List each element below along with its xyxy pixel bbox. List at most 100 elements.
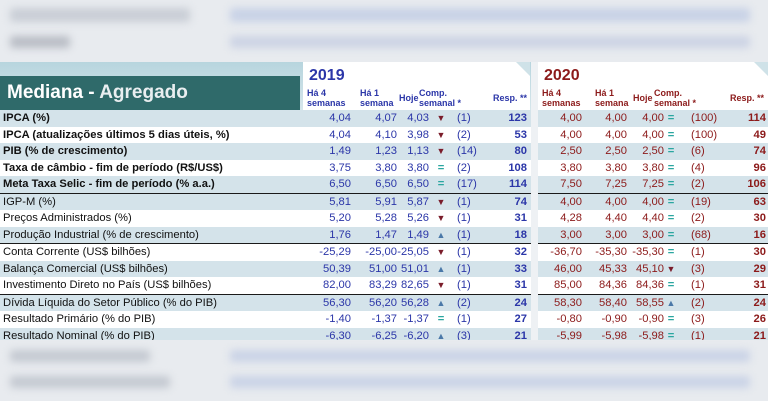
equal-icon: = — [667, 212, 675, 224]
comp-2019: (17) — [457, 178, 477, 190]
blur-smear — [230, 36, 750, 48]
corner-notch — [754, 62, 768, 76]
value-2020: 3,80 — [642, 161, 664, 174]
comp-2020: (2) — [691, 296, 705, 309]
blurred-background-bottom — [0, 340, 768, 401]
value-2019: 5,28 — [375, 212, 397, 224]
comp-2019: (1) — [457, 112, 471, 124]
comp-2019: (14) — [457, 145, 477, 157]
resp-2020: 74 — [753, 145, 766, 157]
table-row: Balança Comercial (US$ bilhões) 50,39 51,0… — [0, 260, 768, 277]
title-sub: Agregado — [99, 82, 188, 103]
blur-smear — [10, 36, 70, 48]
value-2019: 1,76 — [329, 228, 351, 241]
col-comp-line1: Comp. — [654, 88, 682, 98]
value-2019: 4,04 — [329, 112, 351, 124]
resp-2020: 29 — [753, 262, 766, 275]
value-2019: 6,50 — [407, 178, 429, 190]
value-2019: 4,07 — [375, 112, 397, 124]
equal-icon: = — [667, 329, 675, 342]
col-resp-2019: Resp. ** — [493, 93, 528, 103]
equal-icon: = — [437, 161, 445, 174]
comp-2020: (1) — [691, 246, 705, 258]
comp-2019: (1) — [457, 212, 471, 224]
comp-2020: (100) — [691, 128, 718, 141]
row-label: Meta Taxa Selic - fim de período (% a.a.… — [3, 178, 215, 190]
equal-icon: = — [667, 195, 675, 208]
table-row: IGP-M (%) 5,81 5,91 5,87 ▼ (1) 74 4,00 4,00 4,00 =… — [0, 192, 768, 210]
value-2020: 58,30 — [554, 296, 582, 309]
resp-2019: 108 — [508, 161, 527, 174]
value-2019: 1,47 — [375, 228, 397, 241]
resp-2020: 30 — [753, 212, 766, 224]
value-2019: -25,29 — [319, 246, 351, 258]
resp-2019: 32 — [514, 246, 527, 258]
equal-icon: = — [667, 145, 675, 157]
value-2020: 85,00 — [554, 279, 582, 291]
value-2020: 4,00 — [605, 112, 627, 124]
row-label: Produção Industrial (% de crescimento) — [3, 228, 199, 241]
value-2019: 51,01 — [401, 262, 429, 275]
row-label: Investimento Direto no País (US$ bilhões… — [3, 279, 212, 291]
year-2020-label: 2020 — [544, 67, 580, 84]
focus-table: Mediana - Agregado 2019 Há 4 semanas Há 1… — [0, 62, 768, 344]
value-2020: 4,40 — [642, 212, 664, 224]
value-2020: 58,40 — [599, 296, 627, 309]
value-2020: 4,00 — [560, 128, 582, 141]
year-2019-label: 2019 — [309, 67, 345, 84]
resp-2019: 31 — [514, 212, 527, 224]
comp-2020: (1) — [691, 279, 705, 291]
corner-notch — [516, 62, 530, 76]
equal-icon: = — [667, 178, 675, 190]
value-2019: 1,49 — [329, 145, 351, 157]
comp-2020: (19) — [691, 195, 711, 208]
equal-icon: = — [437, 313, 445, 325]
col-4w-2019: Há 4 semanas — [307, 88, 346, 108]
col-comp-line1: Comp. — [419, 88, 447, 98]
table-row: Resultado Nominal (% do PIB) -6,30 -6,25 -6… — [0, 327, 768, 344]
row-label: Preços Administrados (%) — [3, 212, 132, 224]
equal-icon: = — [667, 228, 675, 241]
value-2020: 4,00 — [642, 112, 664, 124]
table-title: Mediana - Agregado — [0, 76, 300, 110]
value-2020: 46,00 — [554, 262, 582, 275]
resp-2019: 53 — [514, 128, 527, 141]
equal-icon: = — [667, 112, 675, 124]
resp-2020: 31 — [753, 279, 766, 291]
value-2020: -35,30 — [632, 246, 664, 258]
comp-2019: (1) — [457, 246, 471, 258]
comp-2019: (1) — [457, 262, 471, 275]
arrow-up-icon: ▲ — [436, 263, 446, 274]
col-comp-2019: Comp. semanal * — [419, 88, 461, 108]
value-2020: 3,80 — [560, 161, 582, 174]
comp-2019: (2) — [457, 296, 471, 309]
value-2020: 2,50 — [605, 145, 627, 157]
row-label: Balança Comercial (US$ bilhões) — [3, 262, 168, 275]
value-2020: 4,00 — [560, 112, 582, 124]
equal-icon: = — [667, 128, 675, 141]
value-2019: -6,30 — [325, 329, 352, 342]
value-2019: 5,20 — [329, 212, 351, 224]
value-2019: 6,50 — [329, 178, 351, 190]
value-2019: 83,29 — [369, 279, 397, 291]
equal-icon: = — [437, 178, 445, 190]
value-2020: 84,36 — [599, 279, 627, 291]
table-row: Investimento Direto no País (US$ bilhões… — [0, 277, 768, 294]
year-2019-header: 2019 Há 4 semanas Há 1 semana Hoje Comp. se… — [303, 62, 530, 110]
value-2019: 5,81 — [329, 195, 351, 208]
value-2019: 1,13 — [407, 145, 429, 157]
comp-2020: (6) — [691, 145, 705, 157]
table-row: Preços Administrados (%) 5,20 5,28 5,26 ▼ (1)… — [0, 210, 768, 227]
comp-2019: (2) — [457, 128, 471, 141]
value-2020: -35,30 — [595, 246, 627, 258]
equal-icon: = — [667, 313, 675, 325]
value-2019: -25,00 — [365, 246, 397, 258]
arrow-down-icon: ▼ — [436, 247, 446, 257]
value-2020: 45,33 — [599, 262, 627, 275]
value-2020: 2,50 — [642, 145, 664, 157]
arrow-down-icon: ▼ — [666, 263, 676, 274]
arrow-down-icon: ▼ — [436, 113, 446, 123]
table-row: IPCA (atualizações últimos 5 dias úteis,… — [0, 127, 768, 144]
value-2019: 4,04 — [329, 128, 351, 141]
value-2020: 2,50 — [560, 145, 582, 157]
